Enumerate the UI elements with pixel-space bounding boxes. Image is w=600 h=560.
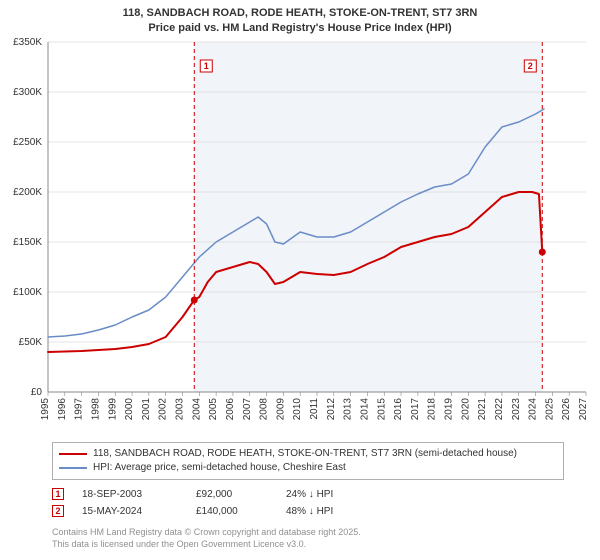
x-tick-label: 2026 [561, 397, 572, 420]
legend-label: HPI: Average price, semi-detached house,… [93, 461, 346, 475]
x-tick-label: 2008 [259, 397, 270, 420]
x-tick-label: 2005 [208, 397, 219, 420]
x-tick-label: 2016 [393, 397, 404, 420]
sale-row: 1 18-SEP-2003 £92,000 24% ↓ HPI [52, 486, 564, 503]
x-tick-label: 2006 [225, 397, 236, 420]
chart-title: 118, SANDBACH ROAD, RODE HEATH, STOKE-ON… [0, 0, 600, 36]
x-tick-label: 2003 [175, 397, 186, 420]
x-tick-label: 2013 [343, 397, 354, 420]
x-tick-label: 2025 [544, 397, 555, 420]
sale-marker-dot [191, 296, 198, 303]
sale-marker-dot [539, 248, 546, 255]
sale-date: 18-SEP-2003 [82, 486, 178, 503]
x-tick-label: 2019 [444, 397, 455, 420]
x-tick-label: 1996 [57, 397, 68, 420]
x-tick-label: 2015 [376, 397, 387, 420]
y-tick-label: £50K [19, 337, 43, 348]
title-line-1: 118, SANDBACH ROAD, RODE HEATH, STOKE-ON… [0, 6, 600, 21]
x-tick-label: 2007 [242, 397, 253, 420]
x-tick-label: 2022 [494, 397, 505, 420]
y-tick-label: £200K [13, 187, 42, 198]
x-tick-label: 2020 [460, 397, 471, 420]
legend-label: 118, SANDBACH ROAD, RODE HEATH, STOKE-ON… [93, 447, 517, 461]
x-tick-label: 2012 [326, 397, 337, 420]
chart-area: £0 £50K £100K £150K £200K £250K £300K £350K 1995… [0, 36, 600, 436]
legend-row: 118, SANDBACH ROAD, RODE HEATH, STOKE-ON… [59, 447, 557, 461]
footer-line-1: Contains HM Land Registry data © Crown c… [52, 526, 564, 538]
legend-swatch [59, 453, 87, 455]
sale-delta: 48% ↓ HPI [286, 503, 376, 520]
x-tick-label: 1998 [90, 397, 101, 420]
x-tick-label: 2004 [191, 397, 202, 420]
sale-marker-ref: 1 [52, 488, 64, 500]
legend-row: HPI: Average price, semi-detached house,… [59, 461, 557, 475]
x-tick-label: 2002 [158, 397, 169, 420]
x-tick-label: 2027 [578, 397, 589, 420]
attribution-footer: Contains HM Land Registry data © Crown c… [52, 526, 564, 550]
footer-line-2: This data is licensed under the Open Gov… [52, 538, 564, 550]
x-tick-label: 1995 [40, 397, 51, 420]
y-tick-label: £0 [31, 387, 43, 398]
x-tick-label: 1997 [74, 397, 85, 420]
sale-price: £92,000 [196, 486, 268, 503]
y-tick-label: £250K [13, 137, 42, 148]
x-tick-label: 2009 [275, 397, 286, 420]
x-tick-label: 2001 [141, 397, 152, 420]
x-tick-label: 2000 [124, 397, 135, 420]
chart-svg: £0 £50K £100K £150K £200K £250K £300K £350K 1995… [0, 36, 600, 436]
sale-marker-number: 2 [528, 61, 533, 71]
sale-row: 2 15-MAY-2024 £140,000 48% ↓ HPI [52, 503, 564, 520]
y-tick-label: £100K [13, 287, 42, 298]
x-tick-label: 2024 [528, 397, 539, 420]
sale-date: 15-MAY-2024 [82, 503, 178, 520]
y-tick-label: £300K [13, 87, 42, 98]
y-tick-label: £350K [13, 37, 42, 48]
x-tick-label: 2018 [427, 397, 438, 420]
sales-table: 1 18-SEP-2003 £92,000 24% ↓ HPI 2 15-MAY-2024… [52, 486, 564, 520]
legend: 118, SANDBACH ROAD, RODE HEATH, STOKE-ON… [52, 442, 564, 480]
x-tick-label: 2021 [477, 397, 488, 420]
sale-delta: 24% ↓ HPI [286, 486, 376, 503]
title-line-2: Price paid vs. HM Land Registry's House … [0, 21, 600, 36]
x-tick-label: 2023 [511, 397, 522, 420]
x-tick-label: 2014 [359, 397, 370, 420]
shaded-region [194, 42, 542, 392]
x-tick-label: 2017 [410, 397, 421, 420]
sale-price: £140,000 [196, 503, 268, 520]
y-tick-label: £150K [13, 237, 42, 248]
x-tick-label: 1999 [107, 397, 118, 420]
x-tick-label: 2010 [292, 397, 303, 420]
sale-marker-number: 1 [204, 61, 209, 71]
sale-marker-ref: 2 [52, 505, 64, 517]
legend-swatch [59, 467, 87, 469]
x-tick-label: 2011 [309, 397, 320, 419]
